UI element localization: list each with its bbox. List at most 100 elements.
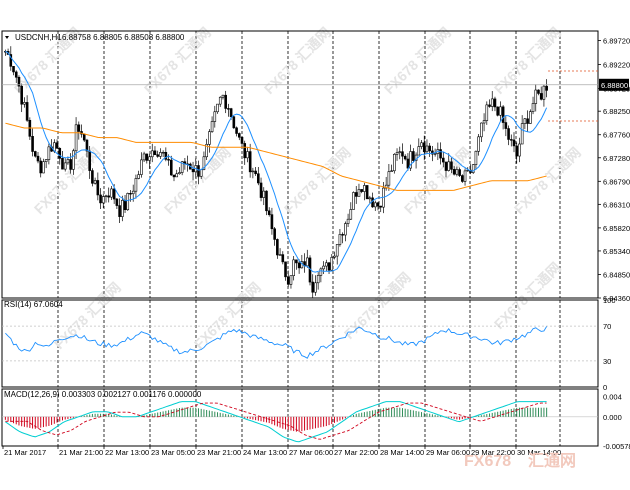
candle-body [93, 180, 97, 184]
candle-body [85, 139, 89, 152]
panel-frame [1, 30, 599, 299]
candle-body [518, 143, 521, 157]
candle-body [319, 268, 323, 276]
candle-body [153, 150, 157, 156]
candle-body [520, 123, 524, 145]
candle-body [501, 106, 505, 123]
time-tick-label: 21 Mar 21:00 [59, 448, 103, 457]
candle-body [180, 161, 184, 173]
candle-body [199, 169, 203, 177]
time-tick-label: 23 Mar 05:00 [151, 448, 195, 457]
candle-body [169, 159, 173, 176]
candle-body [259, 182, 263, 198]
candle-body [341, 234, 344, 236]
candle-body [537, 89, 540, 94]
candle-body [88, 150, 91, 171]
macd-tick-label: 0.000 [603, 413, 622, 422]
candle-body [74, 124, 78, 152]
candle-body [455, 169, 459, 175]
candle-body [205, 144, 208, 158]
candle-body [433, 153, 437, 155]
candle-body [444, 161, 448, 171]
candle-body [9, 54, 13, 67]
candle-body [237, 133, 241, 138]
rsi-tick-label: 0 [603, 383, 607, 392]
candle-body [55, 142, 59, 149]
macd-title: MACD(12,26,9) 0.003303 0.002127 0.001176… [4, 390, 202, 399]
candle-body [262, 190, 266, 198]
candle-body [25, 102, 29, 121]
candle-body [140, 159, 143, 175]
candle-body [145, 153, 149, 161]
candle-body [178, 172, 181, 175]
candle-body [150, 150, 154, 158]
time-tick-label: 23 Mar 21:00 [197, 448, 241, 457]
candle-body [99, 194, 102, 204]
candle-body [148, 156, 151, 161]
candle-body [490, 98, 494, 107]
candle-body [376, 202, 380, 207]
candle-body [466, 169, 470, 172]
candle-body [393, 153, 396, 172]
candle-body [284, 261, 287, 278]
candle-body [281, 254, 285, 263]
candle-body [265, 190, 268, 212]
macd-plot [2, 401, 598, 443]
candle-body [512, 139, 516, 147]
candle-body [523, 118, 527, 124]
candle-body [254, 170, 257, 175]
candle-body [129, 193, 132, 195]
candle-body [23, 102, 26, 105]
candle-body [335, 244, 339, 257]
candle-body [126, 193, 130, 211]
time-tick-label: 24 Mar 13:00 [243, 448, 287, 457]
candle-body [210, 121, 214, 132]
candle-body [509, 139, 513, 141]
candle-body [172, 174, 176, 178]
candle-body [267, 210, 271, 215]
candle-body [175, 173, 179, 178]
candle-body [441, 157, 445, 163]
candle-body [276, 239, 279, 256]
candle-body [12, 66, 15, 73]
macd-signal-line [5, 402, 547, 440]
candle-body [58, 148, 62, 159]
candle-body [349, 209, 353, 220]
candle-body [387, 171, 391, 186]
candle-body [224, 94, 227, 109]
candle-body [221, 94, 225, 98]
candle-body [531, 103, 535, 112]
candle-body [360, 189, 363, 192]
candle-body [208, 131, 211, 145]
rsi-line [5, 326, 547, 359]
candle-body [403, 155, 407, 160]
price-tick-label: 6.89220 [603, 61, 630, 70]
candle-body [17, 76, 21, 87]
candle-body [428, 145, 431, 152]
panel-frame [1, 388, 599, 447]
candle-body [31, 136, 34, 152]
candle-body [101, 196, 105, 204]
ma-slow-line [5, 122, 547, 191]
candle-body [344, 223, 347, 236]
candle-body [529, 111, 532, 124]
candle-body [499, 106, 502, 116]
candle-body [305, 257, 309, 267]
time-tick-label: 29 Mar 22:00 [471, 448, 515, 457]
candle-body [354, 192, 358, 197]
candle-body [458, 169, 461, 176]
rsi-plot [2, 325, 598, 362]
candle-body [417, 146, 421, 156]
price-tick-label: 6.85820 [603, 224, 630, 233]
candle-body [69, 159, 72, 170]
macd-tick-label: 0.004 [603, 393, 622, 402]
chart-grid [57, 31, 561, 446]
candle-body [72, 150, 75, 170]
price-plot [2, 46, 598, 299]
candle-body [297, 262, 301, 269]
rsi-tick-label: 100 [603, 296, 616, 305]
candle-body [248, 151, 252, 173]
candle-body [227, 108, 230, 110]
macd-tick-label: -0.00578 [603, 442, 630, 451]
candle-body [496, 106, 499, 116]
